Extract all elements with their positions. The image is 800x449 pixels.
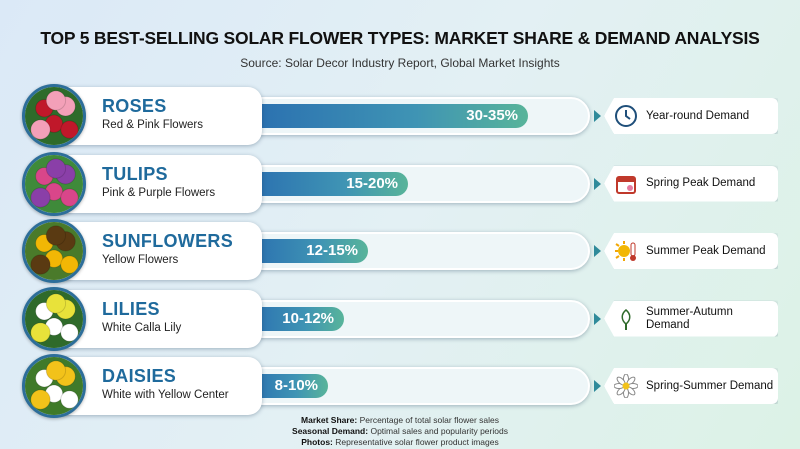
flower-name: ROSES [102,96,167,116]
bar: 12-15% [248,239,368,263]
lily-icon [621,308,631,330]
flower-label-card: ROSES Red & Pink Flowers [62,87,262,145]
flower-photo [22,84,86,148]
calendar-icon [616,175,636,194]
arrow-icon [594,312,601,325]
bar-row: ROSES Red & Pink Flowers 30-35% Year-rou… [0,83,800,149]
footer-note: Market Share: Percentage of total solar … [301,415,499,425]
bar-track: 12-15% [240,232,590,270]
data-label: 15-20% [346,174,398,192]
flower-description: White Calla Lily [102,321,182,334]
data-label: 30-35% [466,107,518,124]
bar-row: DAISIES White with Yellow Center 8-10% S… [0,353,800,419]
clock-icon [615,105,637,127]
bar-row: TULIPS Pink & Purple Flowers 15-20% Spri… [0,151,800,217]
footer-note: Photos: Representative solar flower prod… [301,437,499,447]
flower-label-card: TULIPS Pink & Purple Flowers [62,154,262,213]
flower-photo [22,219,86,283]
demand-badge: Summer-Autumn Demand [604,300,778,337]
chart-title: TOP 5 BEST-SELLING SOLAR FLOWER TYPES: M… [40,28,760,48]
flower-name: SUNFLOWERS [102,231,233,251]
flower-label-card: LILIES White Calla Lily [62,289,262,348]
bar-track: 15-20% [240,164,590,203]
demand-text: Year-round Demand [646,109,750,122]
demand-badge: Summer Peak Demand [604,233,778,269]
bar: 10-12% [248,306,344,331]
data-label: 12-15% [306,242,358,259]
arrow-icon [594,110,601,122]
flower-description: Red & Pink Flowers [102,119,203,131]
flower-description: White with Yellow Center [102,389,229,401]
flower-photo [22,151,86,216]
demand-text: Spring Peak Demand [646,177,756,189]
chart-source: Source: Solar Decor Industry Report, Glo… [240,56,560,70]
bar-row: SUNFLOWERS Yellow Flowers 12-15% Summer … [0,218,800,284]
bar-track: 10-12% [240,299,590,338]
arrow-icon [594,245,601,257]
flower-description: Yellow Flowers [102,254,179,266]
flower-photo [22,354,86,418]
flower-description: Pink & Purple Flowers [102,186,216,199]
flower-name: LILIES [102,298,160,319]
data-label: 8-10% [274,377,318,394]
data-label: 10-12% [282,309,334,327]
footer-notes: Market Share: Percentage of total solar … [0,415,800,448]
flower-name: TULIPS [102,163,168,184]
demand-text: Summer-Autumn Demand [646,305,733,331]
bar-track: 30-35% [240,97,590,135]
flower-label-card: DAISIES White with Yellow Center [62,357,262,415]
demand-text: Spring-Summer Demand [646,379,774,392]
daisy-icon [614,374,638,398]
footer-note: Seasonal Demand: Optimal sales and popul… [292,426,508,436]
bar: 15-20% [248,171,408,196]
demand-badge: Year-round Demand [604,98,778,134]
sun-thermometer-icon [615,241,636,261]
flower-label-card: SUNFLOWERS Yellow Flowers [62,222,262,280]
flower-name: DAISIES [102,366,177,386]
demand-text: Summer Peak Demand [646,244,766,257]
demand-badge: Spring-Summer Demand [604,368,778,404]
bar-row: LILIES White Calla Lily 10-12% Summer-Au… [0,286,800,352]
bar-track: 8-10% [240,367,590,405]
arrow-icon [594,177,601,190]
demand-badge: Spring Peak Demand [604,165,778,202]
arrow-icon [594,380,601,392]
flower-photo [22,286,86,351]
bar: 30-35% [248,104,528,128]
